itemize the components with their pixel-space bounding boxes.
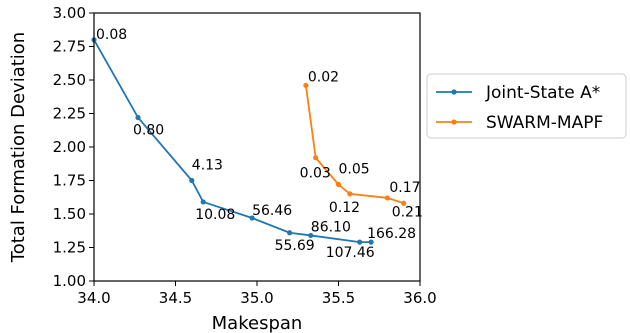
data-label: 0.21 <box>392 204 423 220</box>
data-label: 0.17 <box>389 180 420 196</box>
data-point <box>135 114 141 121</box>
data-label: 107.46 <box>326 245 375 261</box>
data-point <box>401 200 407 206</box>
y-axis: 1.00 1.25 1.50 1.75 2.00 2.25 2.50 2.75 3.00 <box>53 4 94 290</box>
y-tick-label: 1.50 <box>53 205 86 223</box>
data-point <box>189 177 195 184</box>
legend-label: SWARM-MAPF <box>486 113 603 133</box>
x-tick-label: 36.0 <box>403 289 436 307</box>
data-label: 86.10 <box>311 219 351 235</box>
data-point <box>313 155 319 161</box>
y-tick-label: 1.00 <box>53 272 86 290</box>
x-tick-label: 34.0 <box>77 289 110 307</box>
data-point <box>249 215 255 221</box>
data-label: 166.28 <box>367 226 416 242</box>
data-point <box>335 181 342 188</box>
y-tick-label: 1.75 <box>53 172 86 190</box>
data-label: 4.13 <box>192 158 223 174</box>
data-point <box>347 191 353 197</box>
data-point <box>308 232 314 239</box>
data-label: 0.05 <box>339 162 370 178</box>
y-tick-label: 1.25 <box>53 239 86 257</box>
legend: Joint-State A* SWARM-MAPF <box>426 73 627 139</box>
data-label: 56.46 <box>252 203 292 219</box>
x-axis: 34.0 34.5 35.0 35.5 36.0 <box>77 281 437 307</box>
y-axis-label: Total Formation Deviation <box>8 32 29 263</box>
data-point <box>357 239 363 245</box>
data-label: 0.80 <box>133 123 164 139</box>
legend-box <box>426 73 627 139</box>
legend-label: Joint-State A* <box>485 83 600 103</box>
data-point <box>200 199 206 205</box>
y-tick-label: 2.25 <box>53 105 86 123</box>
y-tick-label: 2.00 <box>53 138 86 156</box>
legend-marker <box>451 89 457 95</box>
data-label: 0.08 <box>96 27 127 43</box>
series-line <box>305 85 404 205</box>
legend-marker <box>451 119 457 125</box>
data-point <box>287 230 293 236</box>
x-tick-label: 35.5 <box>322 289 355 307</box>
x-axis-label: Makespan <box>212 313 303 333</box>
data-point <box>368 239 374 245</box>
x-tick-label: 34.5 <box>159 289 192 307</box>
y-tick-label: 2.75 <box>53 38 86 56</box>
data-label: 0.02 <box>308 69 339 85</box>
y-tick-label: 2.50 <box>53 71 86 89</box>
y-tick-label: 3.00 <box>53 4 86 22</box>
plot-area: 0.08 0.80 4.13 10.08 56.46 55.69 86.10 107.46 16… <box>91 27 423 261</box>
data-point <box>384 195 390 201</box>
data-label: 0.12 <box>329 200 360 216</box>
data-label: 0.03 <box>300 166 331 182</box>
data-point <box>303 82 309 88</box>
x-tick-label: 35.0 <box>240 289 273 307</box>
data-label: 55.69 <box>275 238 315 254</box>
data-label: 10.08 <box>195 207 235 223</box>
